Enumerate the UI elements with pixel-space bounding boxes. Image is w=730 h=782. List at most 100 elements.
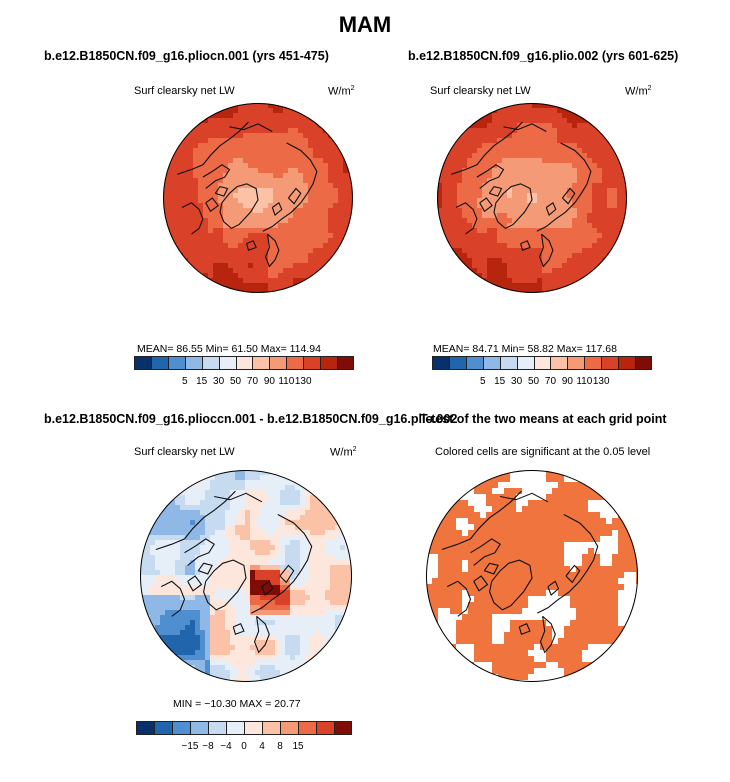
field-cell bbox=[228, 173, 234, 179]
field-cell bbox=[333, 153, 339, 159]
field-cell bbox=[248, 173, 254, 179]
field-cell bbox=[163, 193, 169, 199]
field-cell bbox=[602, 228, 608, 234]
field-cell bbox=[183, 163, 189, 169]
field-cell bbox=[617, 218, 623, 224]
field-cell bbox=[288, 213, 294, 219]
field-cell bbox=[215, 620, 221, 626]
field-cell bbox=[240, 530, 246, 536]
field-cell bbox=[527, 193, 533, 199]
field-cell bbox=[557, 168, 563, 174]
field-cell bbox=[636, 548, 638, 555]
field-cell bbox=[293, 223, 299, 229]
field-cell bbox=[597, 158, 603, 164]
field-cell bbox=[597, 178, 603, 184]
field-cell bbox=[547, 223, 553, 229]
field-cell bbox=[546, 518, 553, 525]
field-cell bbox=[552, 566, 559, 573]
field-cell bbox=[150, 580, 156, 586]
field-cell bbox=[534, 632, 541, 639]
field-cell bbox=[250, 490, 256, 496]
field-cell bbox=[220, 630, 226, 636]
field-cell bbox=[188, 198, 194, 204]
field-cell bbox=[273, 258, 279, 264]
field-cell bbox=[160, 520, 166, 526]
field-cell bbox=[313, 168, 319, 174]
field-cell bbox=[582, 596, 589, 603]
field-cell bbox=[243, 243, 249, 249]
field-cell bbox=[567, 268, 573, 274]
field-cell bbox=[320, 530, 326, 536]
panel1-colorbar bbox=[134, 356, 354, 370]
field-cell bbox=[582, 243, 588, 249]
field-cell bbox=[208, 128, 214, 134]
field-cell bbox=[235, 540, 241, 546]
field-cell bbox=[477, 213, 483, 219]
field-cell bbox=[215, 490, 221, 496]
field-cell bbox=[594, 524, 601, 531]
coastline-segment bbox=[265, 233, 280, 268]
field-cell bbox=[205, 620, 211, 626]
field-cell bbox=[467, 183, 473, 189]
field-cell bbox=[258, 193, 264, 199]
field-cell bbox=[243, 253, 249, 259]
field-cell bbox=[173, 248, 179, 254]
field-cell bbox=[270, 500, 276, 506]
field-cell bbox=[228, 223, 234, 229]
field-cell bbox=[477, 273, 483, 279]
field-cell bbox=[228, 113, 234, 119]
field-cell bbox=[335, 560, 341, 566]
field-cell bbox=[597, 133, 603, 139]
field-cell bbox=[504, 506, 511, 513]
field-cell bbox=[185, 650, 191, 656]
field-cell bbox=[540, 530, 547, 537]
field-cell bbox=[457, 198, 463, 204]
panel3-stats: MIN = −10.30 MAX = 20.77 bbox=[173, 698, 301, 710]
field-cell bbox=[190, 650, 196, 656]
field-cell bbox=[607, 213, 613, 219]
field-cell bbox=[612, 143, 618, 149]
field-cell bbox=[270, 530, 276, 536]
field-cell bbox=[220, 540, 226, 546]
field-cell bbox=[288, 183, 294, 189]
field-cell bbox=[552, 128, 558, 134]
field-cell bbox=[492, 253, 498, 259]
field-cell bbox=[180, 535, 186, 541]
field-cell bbox=[275, 565, 281, 571]
field-cell bbox=[298, 188, 304, 194]
field-cell bbox=[482, 128, 488, 134]
field-cell bbox=[527, 253, 533, 259]
field-cell bbox=[305, 600, 311, 606]
field-cell bbox=[588, 626, 595, 633]
field-cell bbox=[260, 650, 266, 656]
field-cell bbox=[303, 233, 309, 239]
field-cell bbox=[546, 560, 553, 567]
field-cell bbox=[325, 545, 331, 551]
field-cell bbox=[517, 268, 523, 274]
field-cell bbox=[260, 555, 266, 561]
field-cell bbox=[510, 524, 517, 531]
field-cell bbox=[582, 188, 588, 194]
field-cell bbox=[477, 163, 483, 169]
field-cell bbox=[542, 188, 548, 194]
field-cell bbox=[343, 148, 349, 154]
field-cell bbox=[507, 218, 513, 224]
field-cell bbox=[205, 580, 211, 586]
field-cell bbox=[293, 278, 299, 284]
colorbar-tick-label: 70 bbox=[246, 376, 259, 387]
field-cell bbox=[442, 208, 448, 214]
field-cell bbox=[233, 228, 239, 234]
field-cell bbox=[243, 278, 249, 284]
field-cell bbox=[308, 188, 314, 194]
field-cell bbox=[180, 630, 186, 636]
field-cell bbox=[235, 605, 241, 611]
field-cell bbox=[235, 565, 241, 571]
field-cell bbox=[253, 268, 259, 274]
field-cell bbox=[472, 213, 478, 219]
field-cell bbox=[504, 632, 511, 639]
field-cell bbox=[228, 273, 234, 279]
field-cell bbox=[198, 238, 204, 244]
field-cell bbox=[145, 600, 151, 606]
field-cell bbox=[240, 525, 246, 531]
field-cell bbox=[178, 233, 184, 239]
